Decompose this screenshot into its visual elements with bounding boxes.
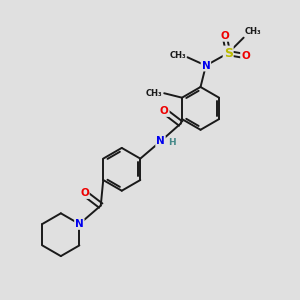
Text: N: N <box>75 219 84 229</box>
Text: N: N <box>156 136 165 146</box>
Text: O: O <box>241 51 250 61</box>
Text: S: S <box>224 46 233 60</box>
Text: H: H <box>168 138 176 147</box>
Text: CH₃: CH₃ <box>169 51 186 60</box>
Text: CH₃: CH₃ <box>146 89 163 98</box>
Text: CH₃: CH₃ <box>245 27 262 36</box>
Text: O: O <box>160 106 169 116</box>
Text: N: N <box>202 61 210 70</box>
Text: O: O <box>80 188 89 198</box>
Text: O: O <box>220 31 229 41</box>
